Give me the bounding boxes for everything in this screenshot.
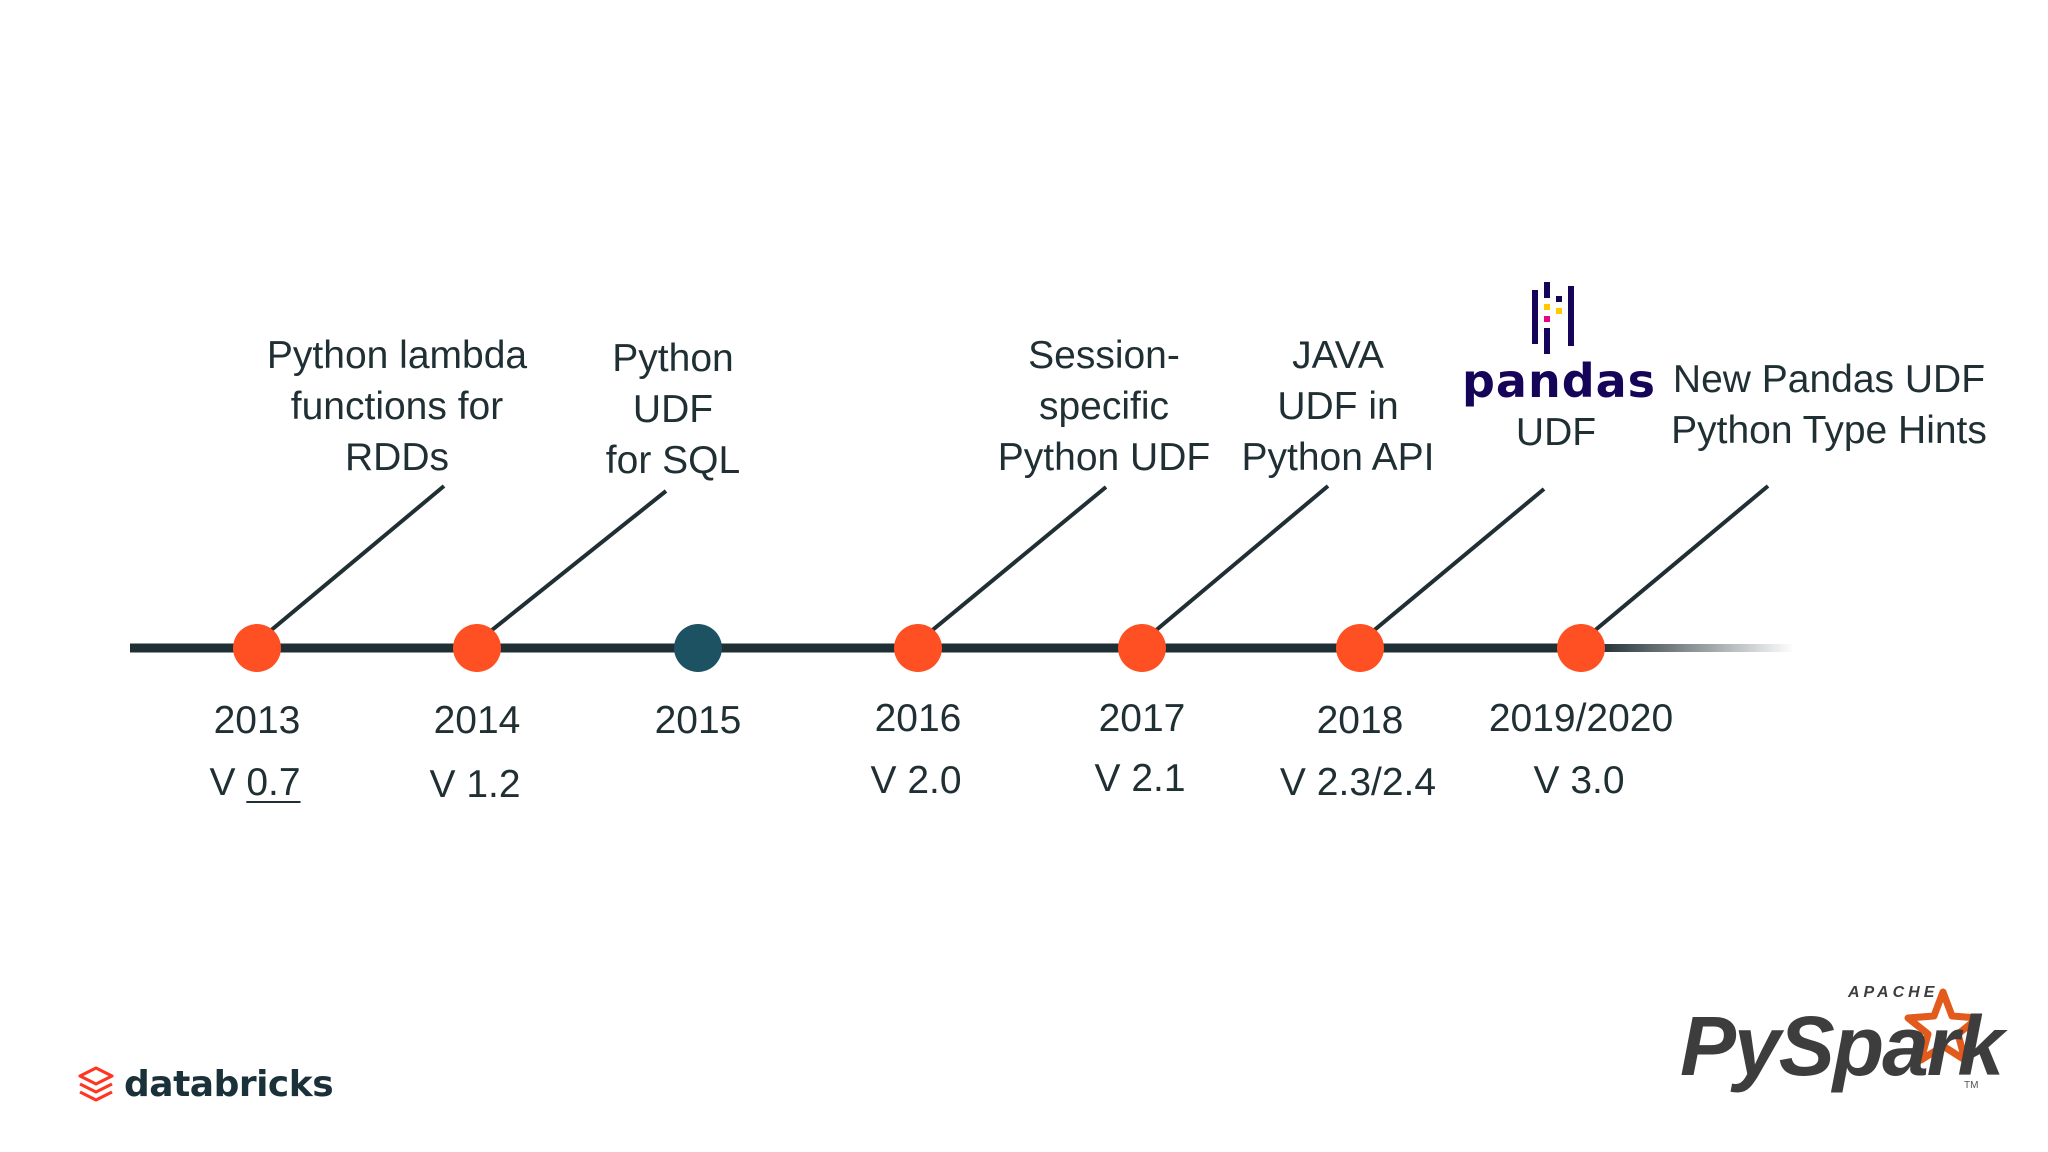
event-label-line: Python — [612, 337, 734, 380]
event-label-2019-2020: New Pandas UDF Python Type Hints — [1671, 354, 1987, 456]
event-label-line: UDF — [1515, 411, 1597, 454]
event-label-line: Python UDF — [997, 436, 1211, 479]
version-label-2019-2020: V 3.0 — [1533, 758, 1624, 804]
timeline-axis-fade — [1598, 644, 1794, 652]
version-number: 3.0 — [1570, 759, 1625, 802]
event-label-line: RDDs — [344, 436, 449, 479]
version-prefix: V — [1094, 757, 1132, 800]
leader-line-2014 — [475, 489, 668, 644]
event-label-line: JAVA — [1292, 334, 1384, 377]
event-label-line: Session- — [1028, 334, 1180, 377]
pyspark-apache-text: APACHE — [1848, 984, 1939, 1001]
pandas-mark-icon — [1532, 282, 1574, 354]
year-label-2015: 2015 — [654, 699, 742, 742]
version-label-2014: V 1.2 — [429, 762, 520, 808]
leader-line-2013 — [255, 484, 446, 644]
leader-line-2019-2020 — [1579, 484, 1770, 644]
event-label-line: specific — [1038, 385, 1170, 428]
leader-line-2018 — [1358, 487, 1546, 644]
event-label-line: UDF in — [1277, 385, 1399, 428]
event-label-2016: Session- specific Python UDF — [998, 330, 1210, 483]
version-label-2018: V 2.3/2.4 — [1280, 760, 1436, 806]
event-label-line: Python lambda — [266, 334, 528, 377]
event-label-2014: Python UDF for SQL — [606, 333, 740, 486]
version-label-2013: V 0.7 — [209, 760, 300, 806]
databricks-wordmark: databricks — [124, 1063, 334, 1105]
event-label-line: for SQL — [605, 439, 741, 482]
event-label-line: functions for — [290, 385, 504, 428]
year-label-2019-2020: 2019/2020 — [1488, 697, 1674, 740]
milestone-dot-2016 — [894, 624, 942, 672]
version-prefix: V — [209, 761, 247, 804]
event-label-2017: JAVA UDF in Python API — [1242, 330, 1435, 483]
milestone-dot-2013 — [233, 624, 281, 672]
version-prefix: V — [870, 759, 908, 802]
version-prefix: V — [429, 763, 467, 806]
year-label-2016: 2016 — [874, 697, 962, 740]
year-label-2014: 2014 — [433, 699, 521, 742]
databricks-logo: databricks — [76, 1060, 334, 1108]
leader-line-2016 — [916, 485, 1108, 644]
version-number: 0.7 — [246, 761, 301, 804]
milestone-dot-2017 — [1118, 624, 1166, 672]
version-number: 2.0 — [907, 759, 962, 802]
year-label-2013: 2013 — [213, 699, 301, 742]
version-number: 2.3/2.4 — [1316, 761, 1437, 804]
event-label-line: Python Type Hints — [1671, 409, 1987, 452]
version-label-2017: V 2.1 — [1094, 756, 1185, 802]
pandas-logo: pandas — [1462, 282, 1657, 412]
year-label-2017: 2017 — [1098, 697, 1186, 740]
version-number: 1.2 — [466, 763, 521, 806]
event-label-line: Python API — [1241, 436, 1435, 479]
version-prefix: V — [1279, 761, 1317, 804]
year-label-2018: 2018 — [1316, 699, 1404, 742]
event-label-line: UDF — [632, 388, 714, 431]
leader-line-2017 — [1140, 484, 1330, 644]
pyspark-logo: APACHE PySpark TM — [1676, 980, 2004, 1100]
milestone-dot-2019-2020 — [1557, 624, 1605, 672]
milestone-dot-2014 — [453, 624, 501, 672]
version-number: 2.1 — [1131, 757, 1186, 800]
pyspark-trademark: TM — [1964, 1080, 1979, 1091]
event-label-line: New Pandas UDF — [1672, 358, 1986, 401]
milestone-dot-2018 — [1336, 624, 1384, 672]
databricks-icon — [78, 1066, 114, 1102]
event-label-2018: UDF — [1516, 407, 1596, 458]
pandas-wordmark: pandas — [1462, 354, 1657, 408]
pyspark-wordmark: PySpark — [1680, 999, 2004, 1093]
event-label-2013: Python lambda functions for RDDs — [267, 330, 527, 483]
spark-star-icon — [1904, 988, 1982, 1064]
milestone-dot-2015 — [674, 624, 722, 672]
version-label-2016: V 2.0 — [870, 758, 961, 804]
version-prefix: V — [1533, 759, 1571, 802]
